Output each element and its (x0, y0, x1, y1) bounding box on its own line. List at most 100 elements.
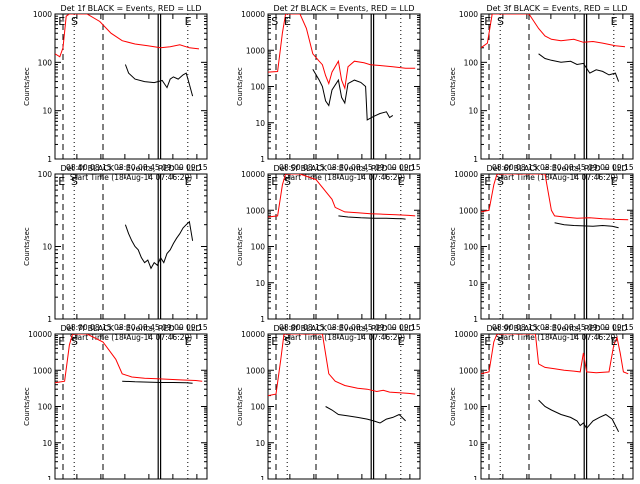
y-tick-label: 10 (468, 279, 478, 288)
y-axis-label: Counts/sec (23, 387, 31, 426)
x-tick-label: 08:30 (540, 323, 562, 332)
y-tick-label: 10 (468, 439, 478, 448)
interval-marker-label: S (71, 335, 78, 348)
events-series-line (122, 380, 193, 384)
interval-marker-label: E (185, 175, 192, 188)
interval-marker-label: S (284, 175, 291, 188)
x-axis-label: Start Time (18-Aug-14 07:46:20) (70, 173, 192, 182)
x-axis-label: Start Time (18-Aug-14 07:46:20) (496, 173, 618, 182)
y-tick-label: 10 (42, 439, 52, 448)
y-tick-label: 10000 (241, 170, 265, 179)
x-axis-label: Start Time (18-Aug-14 07:46:20) (70, 333, 192, 342)
y-tick-label: 100 (464, 58, 479, 67)
y-tick-label: 1000 (459, 366, 478, 375)
x-tick-label: 08:00 (492, 323, 514, 332)
events-series-line (312, 68, 394, 121)
x-tick-label: 08:00 (279, 163, 301, 172)
interval-marker-label: E (185, 335, 192, 348)
x-tick-label: 09:15 (399, 163, 421, 172)
y-tick-label: 1 (260, 155, 265, 164)
events-series-line (325, 406, 406, 424)
y-tick-label: 1 (473, 475, 478, 480)
x-tick-label: 08:30 (540, 163, 562, 172)
panel-title: Det 6f BLACK = Events, RED = LLD (486, 164, 627, 173)
interval-marker-label: E (271, 335, 278, 348)
x-tick-label: 08:45 (138, 163, 160, 172)
y-tick-label: 10 (42, 107, 52, 116)
x-tick-label: 09:15 (612, 323, 634, 332)
y-tick-label: 10 (255, 439, 265, 448)
y-axis-label: Counts/sec (236, 67, 244, 106)
x-tick-label: 09:00 (162, 323, 184, 332)
events-series-line (554, 222, 619, 229)
panel-title: Det 9f BLACK = Events, RED = LLD (486, 324, 627, 333)
interval-marker-label: E (484, 175, 491, 188)
y-tick-label: 100 (38, 403, 53, 412)
x-tick-label: 09:00 (588, 163, 610, 172)
interval-marker-label: E (398, 335, 405, 348)
x-tick-label: 08:00 (66, 163, 88, 172)
x-tick-label: 08:00 (279, 323, 301, 332)
y-tick-label: 10 (255, 119, 265, 128)
x-tick-label: 08:15 (516, 163, 538, 172)
panel-title: Det 1f BLACK = Events, RED = LLD (60, 4, 201, 13)
x-axis-label: Start Time (18-Aug-14 07:46:20) (496, 333, 618, 342)
events-series-line (538, 399, 620, 433)
x-tick-label: 09:15 (186, 163, 208, 172)
y-tick-label: 1000 (246, 366, 265, 375)
x-axis-label: Start Time (18-Aug-14 07:46:20) (283, 173, 405, 182)
y-tick-label: 1 (47, 315, 52, 324)
x-axis-label: Start Time (18-Aug-14 07:46:20) (283, 333, 405, 342)
events-series-line (124, 64, 194, 97)
y-tick-label: 1000 (459, 206, 478, 215)
interval-marker-label: S (497, 175, 504, 188)
x-tick-label: 08:45 (564, 323, 586, 332)
y-axis-label: Counts/sec (236, 227, 244, 266)
x-tick-label: 09:00 (162, 163, 184, 172)
interval-marker-label: E (398, 175, 405, 188)
x-tick-label: 08:45 (138, 323, 160, 332)
x-tick-label: 08:45 (564, 163, 586, 172)
y-tick-label: 10 (255, 279, 265, 288)
x-tick-label: 09:00 (588, 323, 610, 332)
interval-marker-label: E (611, 175, 618, 188)
events-series-line (338, 215, 406, 220)
panel-title: Det 7f BLACK = Events, RED = LLD (60, 324, 201, 333)
detector-panel-5: 08:00 08:15 08:30 08:45 09:00 09:151101001000… (236, 164, 421, 342)
y-tick-label: 1000 (246, 206, 265, 215)
plot-frame (267, 333, 421, 480)
plot-frame (54, 13, 208, 160)
plot-frame (480, 173, 634, 320)
y-tick-label: 1 (47, 155, 52, 164)
lld-series-line (55, 334, 203, 384)
y-axis-label: Counts/sec (449, 227, 457, 266)
y-tick-label: 1000 (33, 366, 52, 375)
x-tick-label: 09:15 (399, 323, 421, 332)
y-tick-label: 100 (251, 83, 266, 92)
x-tick-label: 08:15 (303, 323, 325, 332)
y-tick-label: 1 (260, 315, 265, 324)
detector-panel-3: 08:00 08:15 08:30 08:45 09:00 09:15 1 10 100 1000… (449, 4, 634, 182)
x-tick-label: 08:45 (351, 163, 373, 172)
x-tick-label: 09:15 (186, 323, 208, 332)
x-tick-label: 08:00 (492, 163, 514, 172)
lld-series-line (481, 14, 626, 49)
interval-marker-label: E (484, 15, 491, 28)
panel-title: Det 8f BLACK = Events, RED = LLD (273, 324, 414, 333)
plot-frame (480, 13, 634, 160)
x-tick-label: 08:15 (516, 323, 538, 332)
y-tick-label: 1000 (33, 10, 52, 19)
y-tick-label: 10000 (241, 330, 265, 339)
interval-marker-label: S (284, 335, 291, 348)
detector-panel-6: 08:00 08:15 08:30 08:45 09:00 09:151101001000… (449, 164, 634, 342)
x-tick-label: 09:00 (375, 163, 397, 172)
interval-marker-label: E (58, 335, 65, 348)
detector-panel-2: 08:00 08:15 08:30 08:45 09:00 09:15 1 10 100 1000… (236, 4, 421, 182)
y-tick-label: 1 (473, 155, 478, 164)
x-tick-label: 09:15 (612, 163, 634, 172)
y-tick-label: 100 (464, 243, 479, 252)
